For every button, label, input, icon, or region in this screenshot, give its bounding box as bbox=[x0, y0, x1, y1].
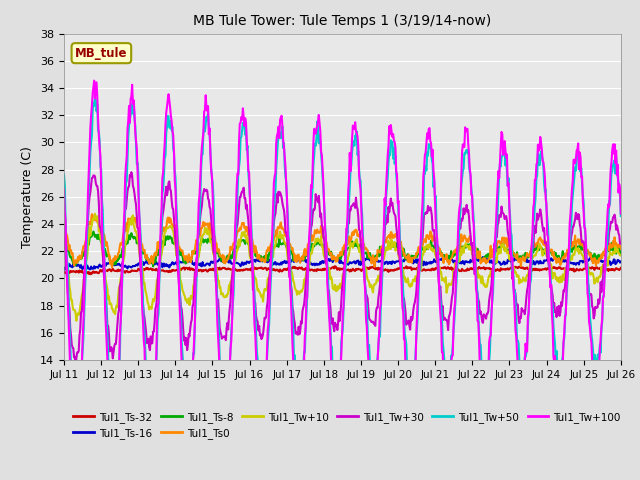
Tul1_Tw+50 bbox=[428, 157, 436, 163]
Tul1_Tw+30 bbox=[60, 225, 68, 230]
Tul1_Ts-8 bbox=[428, 243, 436, 249]
Tul1_Tw+10 bbox=[91, 211, 99, 216]
Tul1_Ts-8 bbox=[149, 264, 157, 269]
Tul1_Tw+50 bbox=[215, 325, 223, 331]
Tul1_Ts-16 bbox=[70, 263, 78, 269]
Tul1_Ts0 bbox=[186, 254, 193, 260]
Tul1_Tw+100 bbox=[60, 187, 68, 192]
Tul1_Tw+50 bbox=[617, 213, 625, 219]
Tul1_Ts-8 bbox=[617, 250, 625, 256]
Tul1_Ts0 bbox=[428, 234, 436, 240]
Y-axis label: Temperature (C): Temperature (C) bbox=[22, 146, 35, 248]
Tul1_Tw+10 bbox=[412, 273, 419, 279]
Tul1_Ts-16 bbox=[410, 258, 418, 264]
Tul1_Tw+10 bbox=[72, 318, 80, 324]
Tul1_Tw+10 bbox=[129, 213, 137, 218]
Tul1_Ts0 bbox=[70, 263, 78, 268]
Tul1_Ts-16 bbox=[184, 259, 192, 265]
Tul1_Tw+100 bbox=[428, 154, 436, 159]
Tul1_Tw+100 bbox=[617, 211, 625, 216]
Legend: Tul1_Ts-32, Tul1_Ts-16, Tul1_Ts-8, Tul1_Ts0, Tul1_Tw+10, Tul1_Tw+30, Tul1_Tw+50,: Tul1_Ts-32, Tul1_Ts-16, Tul1_Ts-8, Tul1_… bbox=[69, 408, 625, 443]
Tul1_Tw+10 bbox=[60, 229, 68, 235]
Tul1_Ts-8 bbox=[70, 261, 78, 267]
Tul1_Ts-32 bbox=[332, 264, 339, 269]
Tul1_Tw+30 bbox=[186, 334, 193, 339]
Tul1_Ts-16 bbox=[127, 264, 135, 270]
Line: Tul1_Tw+10: Tul1_Tw+10 bbox=[64, 214, 621, 321]
Line: Tul1_Ts-32: Tul1_Ts-32 bbox=[64, 266, 621, 274]
Tul1_Ts0 bbox=[412, 254, 419, 260]
Tul1_Tw+50 bbox=[91, 94, 99, 99]
Tul1_Ts0 bbox=[215, 246, 223, 252]
Tul1_Ts0 bbox=[60, 220, 68, 226]
Tul1_Tw+100 bbox=[70, 439, 78, 445]
Tul1_Ts-32 bbox=[70, 269, 78, 275]
Tul1_Ts-32 bbox=[60, 269, 68, 275]
Line: Tul1_Ts-8: Tul1_Ts-8 bbox=[64, 231, 621, 266]
Tul1_Ts0 bbox=[129, 220, 137, 226]
Tul1_Ts-8 bbox=[215, 254, 223, 260]
Tul1_Tw+50 bbox=[60, 172, 68, 178]
Tul1_Ts-16 bbox=[214, 258, 221, 264]
Tul1_Tw+10 bbox=[617, 252, 625, 258]
Tul1_Tw+100 bbox=[412, 360, 419, 365]
Tul1_Ts-8 bbox=[186, 257, 193, 263]
Tul1_Ts-16 bbox=[426, 259, 434, 265]
Tul1_Ts-32 bbox=[128, 267, 136, 273]
Tul1_Ts0 bbox=[88, 211, 96, 217]
Tul1_Ts-16 bbox=[617, 259, 625, 264]
Tul1_Ts-32 bbox=[86, 271, 94, 277]
Tul1_Tw+50 bbox=[412, 349, 419, 355]
Tul1_Tw+10 bbox=[186, 302, 193, 308]
Line: Tul1_Ts0: Tul1_Ts0 bbox=[64, 214, 621, 267]
Tul1_Ts-8 bbox=[128, 233, 136, 239]
Line: Tul1_Tw+50: Tul1_Tw+50 bbox=[64, 96, 621, 438]
Tul1_Ts-32 bbox=[214, 265, 222, 271]
Tul1_Tw+30 bbox=[72, 365, 79, 371]
Tul1_Tw+30 bbox=[617, 241, 625, 247]
Tul1_Tw+30 bbox=[70, 354, 78, 360]
Tul1_Tw+50 bbox=[186, 408, 193, 414]
Tul1_Tw+50 bbox=[74, 435, 81, 441]
Tul1_Ts-32 bbox=[428, 266, 436, 272]
Tul1_Ts0 bbox=[617, 246, 625, 252]
Line: Tul1_Tw+100: Tul1_Tw+100 bbox=[64, 81, 621, 457]
Tul1_Tw+100 bbox=[186, 420, 193, 426]
Tul1_Tw+100 bbox=[129, 101, 137, 107]
Tul1_Tw+30 bbox=[215, 311, 223, 316]
Tul1_Ts-32 bbox=[617, 265, 625, 271]
Title: MB Tule Tower: Tule Temps 1 (3/19/14-now): MB Tule Tower: Tule Temps 1 (3/19/14-now… bbox=[193, 14, 492, 28]
Tul1_Ts-8 bbox=[412, 255, 419, 261]
Tul1_Tw+100 bbox=[72, 454, 79, 460]
Tul1_Tw+10 bbox=[215, 278, 223, 284]
Tul1_Ts-32 bbox=[412, 266, 419, 272]
Text: MB_tule: MB_tule bbox=[75, 47, 127, 60]
Tul1_Tw+10 bbox=[70, 307, 78, 313]
Tul1_Ts-16 bbox=[595, 254, 602, 260]
Line: Tul1_Tw+30: Tul1_Tw+30 bbox=[64, 172, 621, 368]
Tul1_Tw+30 bbox=[127, 169, 135, 175]
Tul1_Ts0 bbox=[108, 264, 116, 270]
Line: Tul1_Ts-16: Tul1_Ts-16 bbox=[64, 257, 621, 270]
Tul1_Tw+30 bbox=[412, 295, 419, 301]
Tul1_Tw+100 bbox=[90, 78, 98, 84]
Tul1_Ts-8 bbox=[60, 243, 68, 249]
Tul1_Ts-16 bbox=[60, 267, 68, 273]
Tul1_Tw+30 bbox=[428, 213, 436, 218]
Tul1_Ts-32 bbox=[185, 265, 193, 271]
Tul1_Tw+10 bbox=[428, 246, 436, 252]
Tul1_Tw+50 bbox=[129, 111, 137, 117]
Tul1_Tw+100 bbox=[215, 349, 223, 355]
Tul1_Tw+50 bbox=[70, 408, 78, 414]
Tul1_Tw+30 bbox=[129, 183, 137, 189]
Tul1_Ts-8 bbox=[90, 228, 97, 234]
